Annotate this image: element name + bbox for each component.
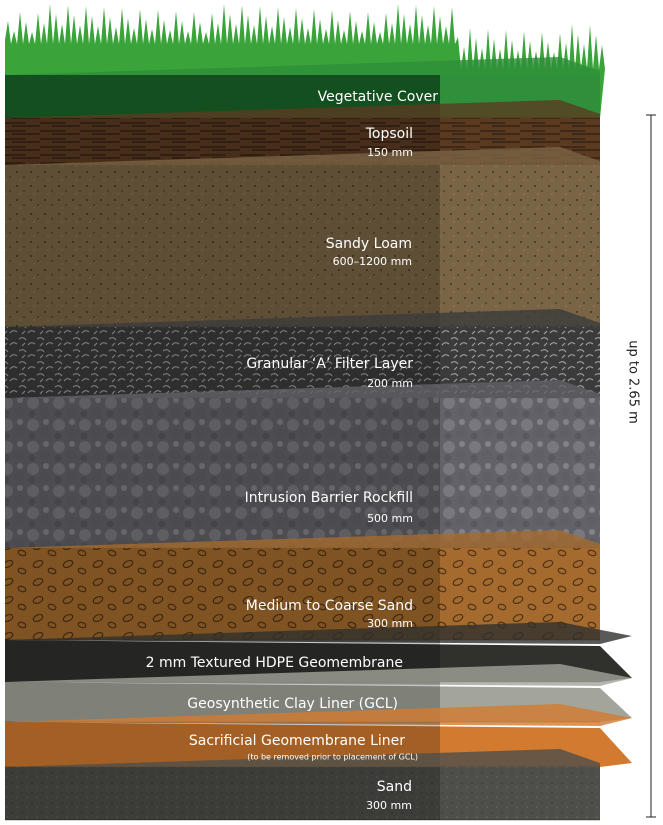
layer-top bbox=[5, 749, 600, 771]
layer-thickness: 150 mm bbox=[367, 146, 413, 159]
layer-top bbox=[5, 380, 600, 402]
layer-shade bbox=[5, 548, 440, 640]
layer-shade bbox=[5, 398, 440, 548]
layer-shade bbox=[5, 327, 440, 398]
layers bbox=[5, 4, 632, 821]
layer-top bbox=[5, 622, 632, 644]
layer-texture bbox=[5, 767, 600, 820]
layer-name: Topsoil bbox=[365, 126, 413, 142]
layer-texture bbox=[5, 398, 600, 548]
layer-shade bbox=[5, 767, 440, 820]
layer-name: Geosynthetic Clay Liner (GCL) bbox=[187, 696, 398, 712]
labels: Vegetative Cover Topsoil 150 mm Sandy Loam 6… bbox=[146, 89, 439, 812]
layer-top bbox=[5, 309, 600, 331]
layer-top bbox=[5, 530, 600, 552]
layer-top bbox=[5, 664, 632, 686]
layer-top bbox=[5, 147, 600, 169]
layer-top bbox=[5, 57, 600, 79]
layer-thickness: 500 mm bbox=[367, 512, 413, 525]
layer-note: (to be removed prior to placement of GCL… bbox=[247, 753, 418, 762]
dimension-line: up to 2.65 m bbox=[626, 114, 656, 818]
layer-texture bbox=[5, 165, 600, 327]
layer-thickness: 300 mm bbox=[366, 799, 412, 812]
layer-thickness: 200 mm bbox=[367, 377, 413, 390]
layer-name: Sandy Loam bbox=[326, 236, 412, 252]
layer-name: Intrusion Barrier Rockfill bbox=[245, 490, 413, 506]
layer-name: 2 mm Textured HDPE Geomembrane bbox=[146, 655, 403, 671]
layer-thickness: 600–1200 mm bbox=[333, 255, 412, 268]
layer-name: Vegetative Cover bbox=[318, 89, 439, 105]
layer-name: Sacrificial Geomembrane Liner bbox=[189, 733, 405, 749]
layer-thickness: 300 mm bbox=[367, 617, 413, 630]
layer-shade bbox=[5, 165, 440, 327]
dimension-label: up to 2.65 m bbox=[626, 340, 641, 424]
layer-top bbox=[5, 704, 632, 726]
layer-top bbox=[5, 100, 600, 122]
layer-name: Medium to Coarse Sand bbox=[246, 598, 413, 614]
layer-name: Granular ‘A’ Filter Layer bbox=[246, 356, 413, 372]
layer-name: Sand bbox=[377, 779, 412, 795]
